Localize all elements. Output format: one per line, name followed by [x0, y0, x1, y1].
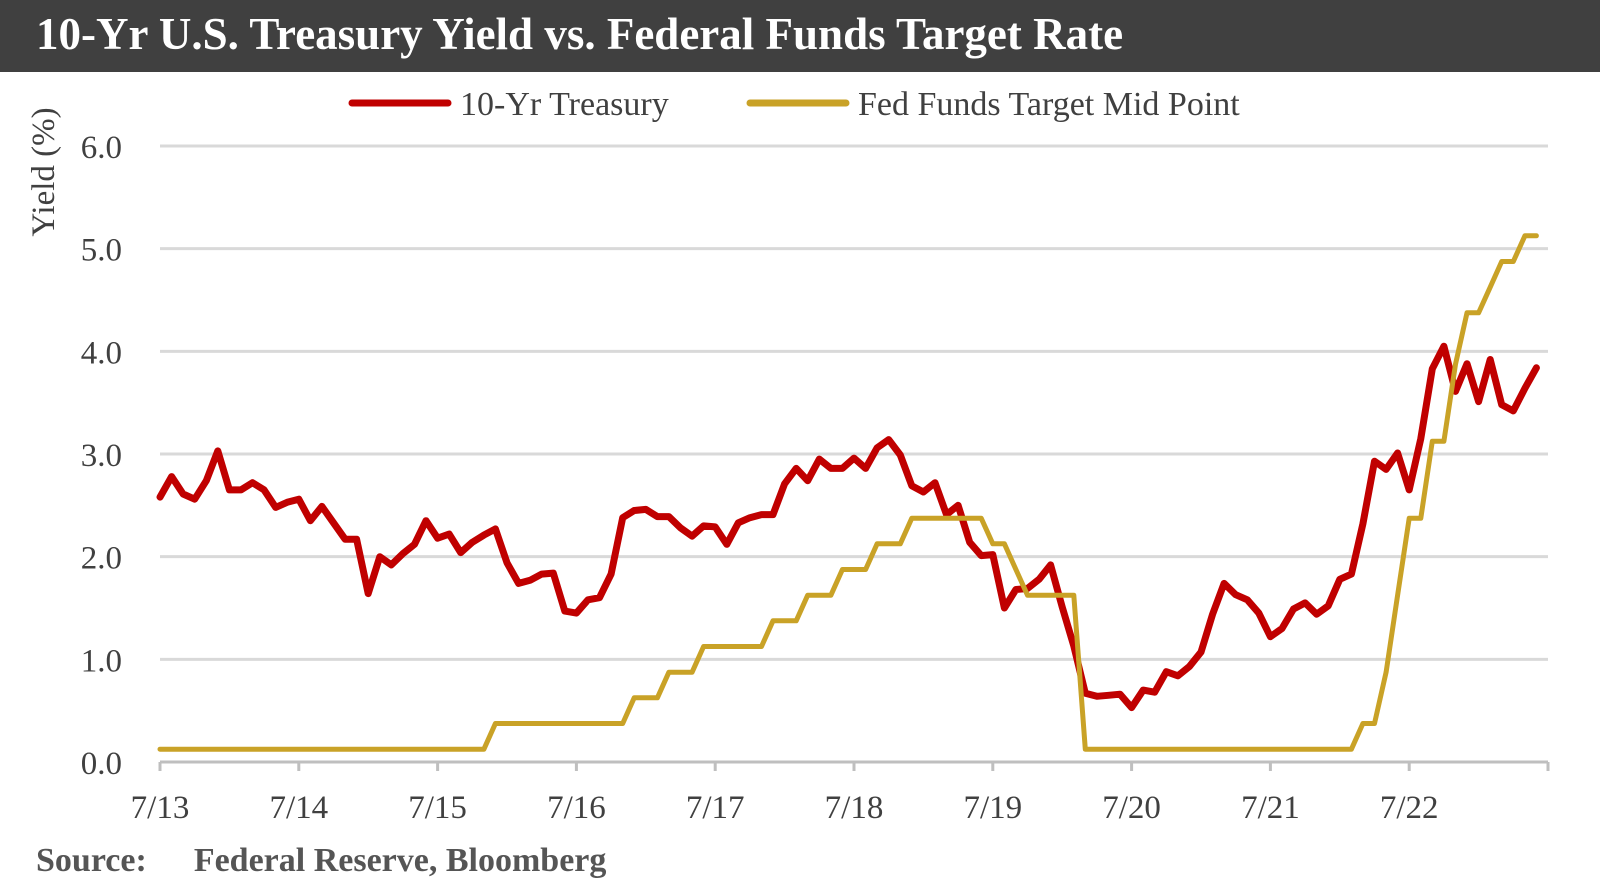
y-tick-label: 4.0: [81, 335, 122, 371]
title-bar: 10-Yr U.S. Treasury Yield vs. Federal Fu…: [0, 0, 1600, 72]
y-tick-label: 0.0: [81, 746, 122, 782]
x-tick-label: 7/22: [1380, 790, 1439, 826]
x-tick-label: 7/16: [547, 790, 606, 826]
source-text: Federal Reserve, Bloomberg: [193, 842, 607, 879]
y-tick-label: 5.0: [81, 233, 122, 269]
x-tick-label: 7/18: [825, 790, 884, 826]
legend-label: Fed Funds Target Mid Point: [858, 86, 1240, 123]
series-line-10yr-treasury: [156, 342, 1540, 712]
x-tick-label: 7/15: [408, 790, 467, 826]
y-tick-label: 1.0: [81, 643, 122, 679]
x-tick-label: 7/19: [963, 790, 1022, 826]
chart-title: 10-Yr U.S. Treasury Yield vs. Federal Fu…: [36, 9, 1124, 59]
x-tick-label: 7/14: [269, 790, 328, 826]
x-tick-label: 7/21: [1241, 790, 1300, 826]
x-tick-label: 7/13: [131, 790, 190, 826]
legend-label: 10-Yr Treasury: [460, 86, 669, 123]
source-note: Source: Federal Reserve, Bloomberg: [36, 842, 606, 880]
y-tick-label: 3.0: [81, 438, 122, 474]
y-tick-label: 6.0: [81, 130, 122, 166]
source-label: Source:: [36, 842, 147, 879]
series-line-fed-funds: [157, 233, 1539, 752]
x-tick-label: 7/17: [686, 790, 745, 826]
x-tick-label: 7/20: [1102, 790, 1161, 826]
y-axis-title: Yield (%): [26, 107, 62, 236]
y-tick-label: 2.0: [81, 541, 122, 577]
